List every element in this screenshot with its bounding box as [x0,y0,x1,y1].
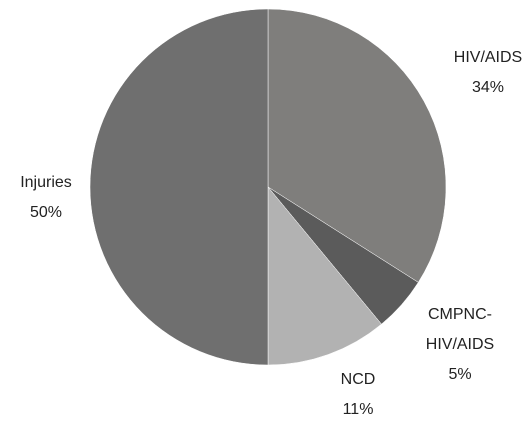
category-label: Injuries [20,174,72,191]
value-label: 50% [29,204,63,221]
category-label: CMPNC-HIV/AIDS [425,306,495,353]
slice-label: HIV/AIDS 34% [433,43,526,103]
slice-label: NCD 11% [318,365,398,422]
slice-label: Injuries 50% [1,168,91,228]
category-label: NCD [340,371,376,388]
slice-label: CMPNC-HIV/AIDS 5% [420,300,500,390]
pie-slice [267,186,382,366]
pie-slice [89,8,269,366]
value-label: 34% [471,79,505,96]
value-label: 11% [342,401,374,418]
category-label: HIV/AIDS [453,49,523,66]
pie-slice [267,8,447,283]
value-label: 5% [448,366,472,383]
